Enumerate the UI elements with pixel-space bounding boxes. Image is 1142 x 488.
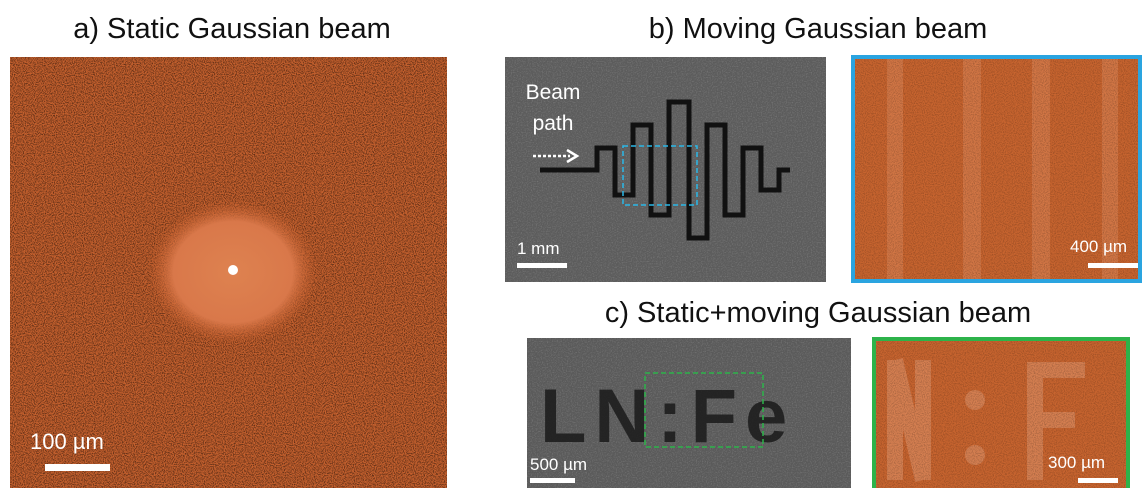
figure: a) Static Gaussian beam 100 µm b) Moving… <box>0 0 1142 488</box>
scale-label: 500 µm <box>530 455 587 474</box>
beam-label: path <box>533 112 574 135</box>
scale-bar <box>1078 478 1118 483</box>
panel-title: b) Moving Gaussian beam <box>649 13 988 45</box>
scale-label: 1 mm <box>517 239 560 258</box>
scale-label: 100 µm <box>30 429 104 454</box>
scale-bar <box>1088 263 1138 268</box>
scale-bar <box>45 464 110 471</box>
scale-bar <box>530 478 575 483</box>
panel-title: a) Static Gaussian beam <box>73 13 391 45</box>
scale-bar <box>517 263 567 268</box>
micrograph-b-left: Beam path 1 mm <box>505 57 826 282</box>
micrograph-b-right: 400 µm <box>853 57 1140 281</box>
scale-label: 300 µm <box>1048 453 1105 472</box>
page: a) Static Gaussian beam 100 µm b) Moving… <box>0 0 1142 488</box>
micrograph-c-right: 300 µm <box>874 339 1128 488</box>
beam-label: Beam <box>526 81 581 104</box>
sample-text: LN:Fe <box>540 374 795 459</box>
beam-center <box>228 265 238 275</box>
panel-title: c) Static+moving Gaussian beam <box>605 297 1031 329</box>
micrograph-c-left: LN:Fe 500 µm <box>527 338 851 488</box>
scale-label: 400 µm <box>1070 237 1127 256</box>
micrograph-a: 100 µm <box>10 57 447 488</box>
